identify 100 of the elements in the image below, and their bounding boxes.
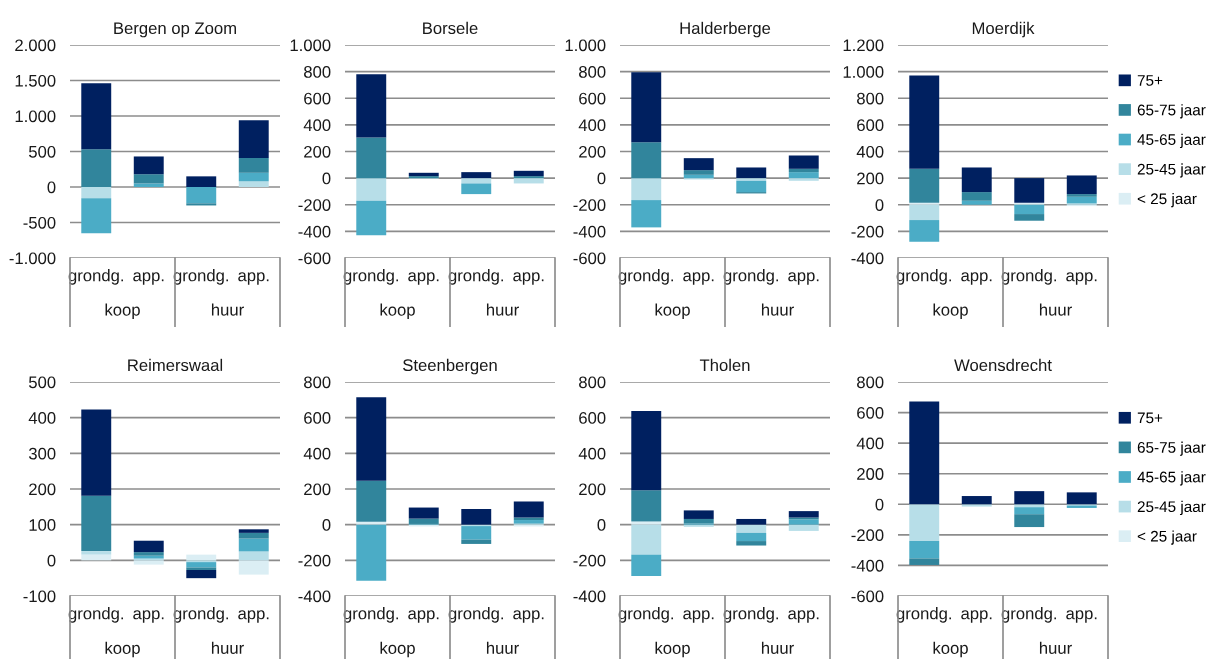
x-tick-label: grondg. — [1001, 269, 1056, 285]
text: huur — [211, 303, 244, 316]
x-tick-label: grondg. — [173, 607, 228, 623]
y-tick-label: 1.000 — [565, 39, 606, 52]
y-tick-label: 1.000 — [290, 39, 331, 52]
y-tick-label: 400 — [303, 447, 331, 460]
y-tick-label: 600 — [579, 412, 606, 424]
y-tick-label: -200 — [298, 199, 331, 211]
x-tick-label: grondg. — [1001, 607, 1056, 623]
y-tick-label: 200 — [304, 483, 331, 496]
legend-label: < 25 jaar — [1137, 192, 1197, 208]
y-tick-label: 400 — [28, 412, 56, 424]
y-tick-label: 400 — [578, 119, 606, 132]
chart-title: Borsele — [423, 21, 478, 35]
x-tick-label: grondg. — [723, 607, 778, 623]
y-tick-label: 800 — [857, 92, 884, 105]
x-tick-label: grondg. — [448, 269, 503, 285]
y-tick-label: -500 — [23, 216, 56, 229]
y-tick-label: 0 — [47, 181, 56, 194]
x-tick-label: grondg. — [68, 607, 123, 623]
y-tick-label: -600 — [851, 590, 884, 603]
x-tick-label: grondg. — [343, 269, 398, 285]
y-tick-label: 2.000 — [15, 39, 56, 52]
legend-label: 25-45 jaar — [1137, 163, 1206, 178]
x-tick-label: app. — [238, 272, 269, 285]
x-tick-label: grondg. — [618, 607, 673, 623]
legend-label: 45-65 jaar — [1137, 133, 1206, 149]
text: koop — [105, 303, 140, 320]
chart-title: Bergen op Zoom — [114, 22, 236, 38]
y-tick-label: 200 — [857, 172, 884, 185]
y-tick-label: 800 — [579, 376, 606, 389]
text: koop — [380, 641, 415, 658]
chart-title: Woensdrecht — [954, 358, 1052, 372]
x-tick-label: grondg. — [173, 269, 228, 285]
y-tick-label: -400 — [298, 590, 331, 603]
y-tick-label: 0 — [322, 519, 331, 531]
legend-label: 65-75 jaar — [1137, 104, 1206, 119]
legend-label: 75+ — [1137, 75, 1163, 86]
y-tick-label: 1.000 — [15, 110, 56, 123]
x-tick-label: app. — [961, 610, 992, 623]
x-tick-label: app. — [1066, 272, 1097, 285]
text: koop — [380, 303, 415, 320]
y-tick-label: 600 — [304, 92, 331, 105]
chart-title: Moerdijk — [972, 21, 1035, 38]
text: koop — [933, 303, 968, 320]
y-tick-label: 0 — [597, 519, 606, 531]
y-tick-label: 0 — [322, 172, 331, 185]
y-tick-label: -400 — [573, 225, 606, 238]
x-tick-label: app. — [408, 272, 439, 285]
y-tick-label: 300 — [28, 447, 56, 460]
y-tick-label: 200 — [304, 145, 331, 158]
y-tick-label: -600 — [573, 252, 606, 265]
text: huur — [761, 641, 794, 654]
y-tick-label: -200 — [573, 199, 606, 211]
x-tick-label: grondg. — [448, 607, 503, 623]
y-tick-label: 1.200 — [843, 39, 884, 52]
chart-title: Steenbergen — [403, 358, 497, 375]
x-tick-label: grondg. — [618, 269, 673, 285]
text: koop — [933, 641, 968, 658]
legend-label: < 25 jaar — [1137, 530, 1197, 545]
text: koop — [655, 641, 690, 658]
y-tick-label: 400 — [856, 437, 884, 450]
y-tick-label: -100 — [23, 590, 56, 603]
y-tick-label: 500 — [28, 145, 56, 158]
y-tick-label: 400 — [303, 119, 331, 132]
chart-title: Halderberge — [680, 21, 771, 38]
x-tick-label: app. — [788, 610, 819, 623]
x-tick-label: app. — [513, 272, 544, 285]
text: huur — [761, 303, 794, 316]
y-tick-label: 800 — [304, 376, 331, 389]
y-tick-label: -200 — [851, 529, 884, 542]
y-tick-label: -200 — [573, 554, 606, 567]
y-tick-label: 600 — [857, 406, 884, 419]
legend-label: 65-75 jaar — [1137, 441, 1206, 456]
x-tick-label: app. — [961, 272, 992, 285]
x-tick-label: grondg. — [343, 607, 398, 623]
y-tick-label: -1.000 — [9, 252, 56, 265]
y-tick-label: 1.000 — [843, 66, 884, 78]
y-tick-label: 200 — [579, 483, 606, 496]
y-tick-label: -400 — [573, 590, 606, 603]
x-tick-label: app. — [513, 610, 544, 623]
x-tick-label: grondg. — [896, 607, 951, 623]
y-tick-label: -400 — [851, 252, 884, 265]
y-tick-label: 600 — [304, 412, 331, 424]
y-tick-label: -200 — [851, 225, 884, 238]
y-tick-label: 800 — [857, 376, 884, 389]
chart-title: Tholen — [699, 358, 750, 372]
y-tick-label: 1.500 — [15, 74, 56, 87]
y-tick-label: 400 — [856, 145, 884, 158]
x-tick-label: grondg. — [896, 269, 951, 285]
y-tick-label: -400 — [298, 225, 331, 238]
x-tick-label: app. — [408, 610, 439, 623]
y-tick-label: -400 — [851, 559, 884, 572]
y-tick-label: 0 — [875, 199, 884, 211]
y-tick-label: 600 — [857, 119, 884, 132]
y-tick-label: 0 — [47, 554, 56, 567]
text: huur — [1039, 303, 1072, 316]
x-tick-label: grondg. — [68, 269, 123, 285]
y-tick-label: 0 — [597, 172, 606, 185]
y-tick-label: 100 — [29, 519, 56, 531]
